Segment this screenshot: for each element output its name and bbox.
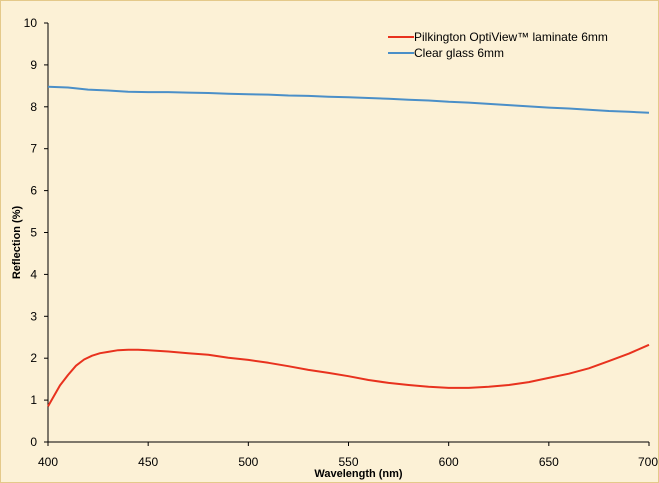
y-tick-label: 8 bbox=[30, 100, 37, 114]
y-tick-label: 7 bbox=[30, 142, 37, 156]
y-ticks: 0 1 2 3 4 5 6 7 8 9 10 bbox=[24, 16, 48, 449]
x-tick-label: 500 bbox=[238, 455, 258, 469]
x-ticks: 400 450 500 550 600 650 700 bbox=[38, 442, 658, 469]
legend-label-laminate: Pilkington OptiView™ laminate 6mm bbox=[414, 30, 608, 44]
x-tick-label: 650 bbox=[539, 455, 559, 469]
x-tick-label: 450 bbox=[138, 455, 158, 469]
y-axis-title: Reflection (%) bbox=[11, 205, 23, 279]
x-tick-label: 550 bbox=[338, 455, 358, 469]
y-tick-label: 9 bbox=[30, 58, 37, 72]
series-line-clear-glass bbox=[47, 85, 650, 114]
y-tick-label: 10 bbox=[24, 16, 38, 30]
legend-label-clear-glass: Clear glass 6mm bbox=[414, 46, 504, 60]
y-tick-label: 1 bbox=[30, 393, 37, 407]
x-tick-label: 600 bbox=[439, 455, 459, 469]
y-tick-label: 3 bbox=[30, 309, 37, 323]
series-layer bbox=[47, 85, 650, 407]
series-line-laminate bbox=[47, 343, 650, 407]
y-tick-label: 2 bbox=[30, 351, 37, 365]
y-tick-label: 4 bbox=[30, 267, 37, 281]
y-tick-label: 6 bbox=[30, 184, 37, 198]
y-tick-label: 0 bbox=[30, 435, 37, 449]
axes bbox=[47, 23, 649, 443]
x-tick-label: 700 bbox=[638, 455, 658, 469]
x-tick-label: 400 bbox=[38, 455, 58, 469]
x-axis-title: Wavelength (nm) bbox=[314, 468, 403, 480]
y-tick-label: 5 bbox=[30, 226, 37, 240]
legend: Pilkington OptiView™ laminate 6mm Clear … bbox=[388, 30, 608, 60]
